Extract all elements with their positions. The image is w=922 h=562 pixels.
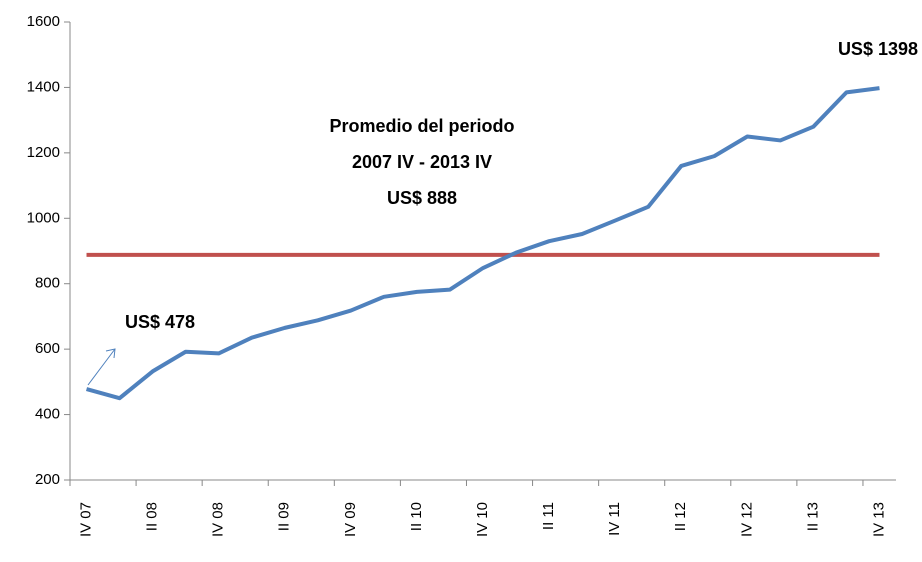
x-tick-label: IV 12 [738,502,755,537]
x-tick-label: IV 08 [210,502,227,537]
data-line [85,86,880,401]
y-tick-label: 1000 [27,209,60,226]
x-tick-label: II 12 [672,502,689,531]
y-tick-label: 1200 [27,144,60,161]
annotation: US$ 478 [125,312,195,332]
arrow-head [105,348,116,359]
x-tick-label: IV 07 [77,502,94,537]
x-tick-label: II 11 [540,502,557,530]
annotation: 2007 IV - 2013 IV [352,152,492,172]
y-tick-label: 600 [35,340,60,357]
y-tick-label: 400 [35,406,60,423]
x-tick-label: II 08 [144,502,161,531]
y-tick-label: 200 [35,471,60,488]
y-tick-label: 1400 [27,78,60,95]
x-tick-label: II 10 [408,502,425,531]
x-tick-label: IV 10 [474,502,491,537]
x-tick-label: II 09 [276,502,293,531]
y-tick-label: 1600 [27,13,60,30]
x-tick-label: II 13 [804,502,821,531]
annotation: US$ 1398 [838,39,918,59]
y-tick-label: 800 [35,275,60,292]
arrow [87,348,116,386]
x-tick-label: IV 09 [342,502,359,537]
x-tick-label: IV 11 [606,502,623,536]
annotation: Promedio del periodo [329,116,514,136]
x-tick-label: IV 13 [870,502,887,537]
annotation: US$ 888 [387,188,457,208]
